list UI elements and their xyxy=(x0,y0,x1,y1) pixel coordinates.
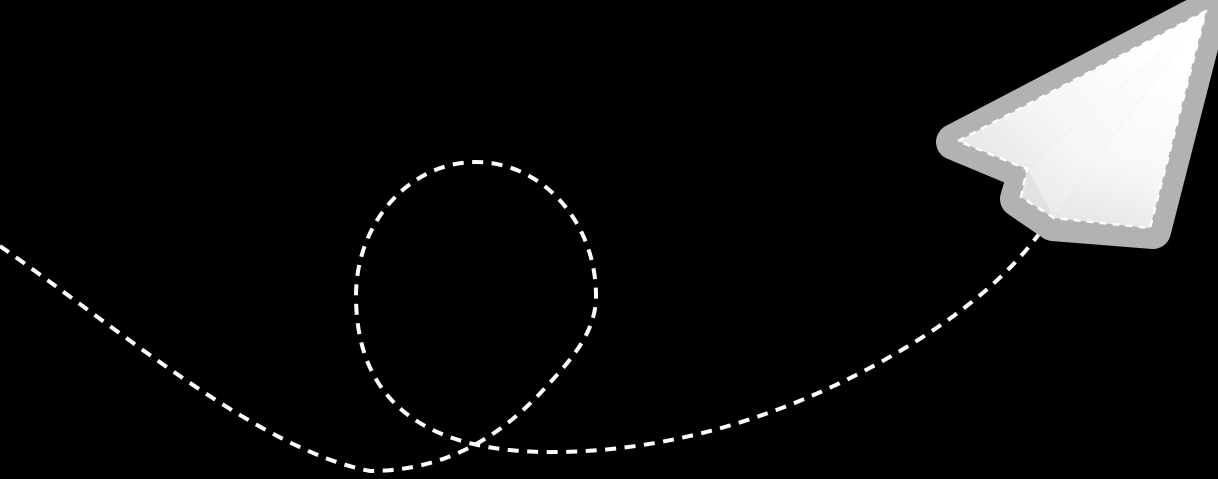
paper-plane-icon xyxy=(936,0,1218,249)
plane-dashed-outline xyxy=(956,9,1208,230)
plane-wing-facet xyxy=(958,11,1206,169)
plane-center-facet xyxy=(1027,11,1206,218)
plane-right-body-facet xyxy=(1054,11,1206,228)
plane-fold-shadow xyxy=(1021,169,1054,218)
dashed-flight-path xyxy=(0,159,1052,474)
